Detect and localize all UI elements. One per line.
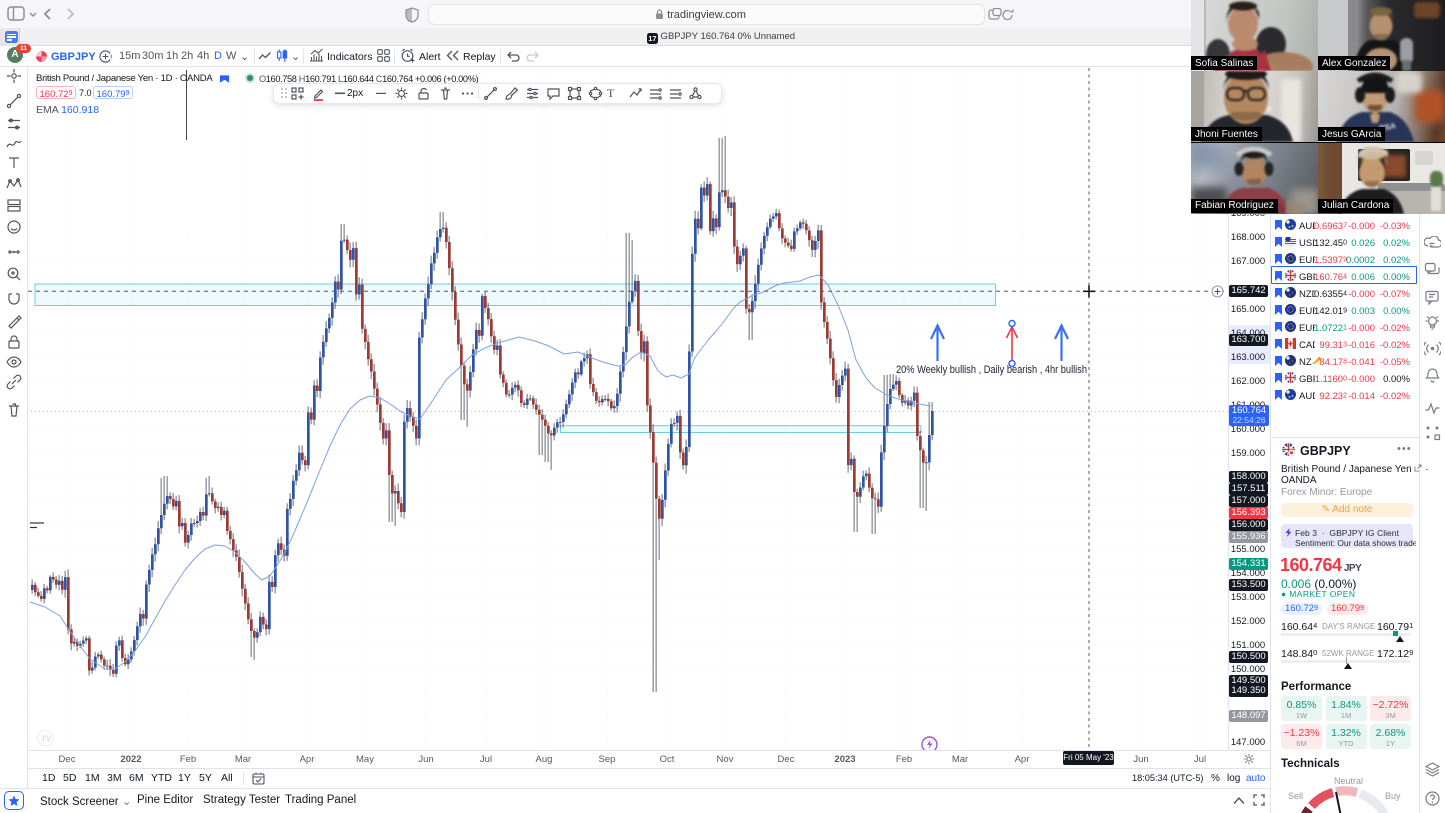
- svg-text:TV: TV: [41, 735, 52, 744]
- svg-text:20% Weekly bullish , Daily bea: 20% Weekly bullish , Daily bearish , 4hr…: [896, 364, 1087, 376]
- svg-text:PSA: PSA: [1379, 121, 1397, 133]
